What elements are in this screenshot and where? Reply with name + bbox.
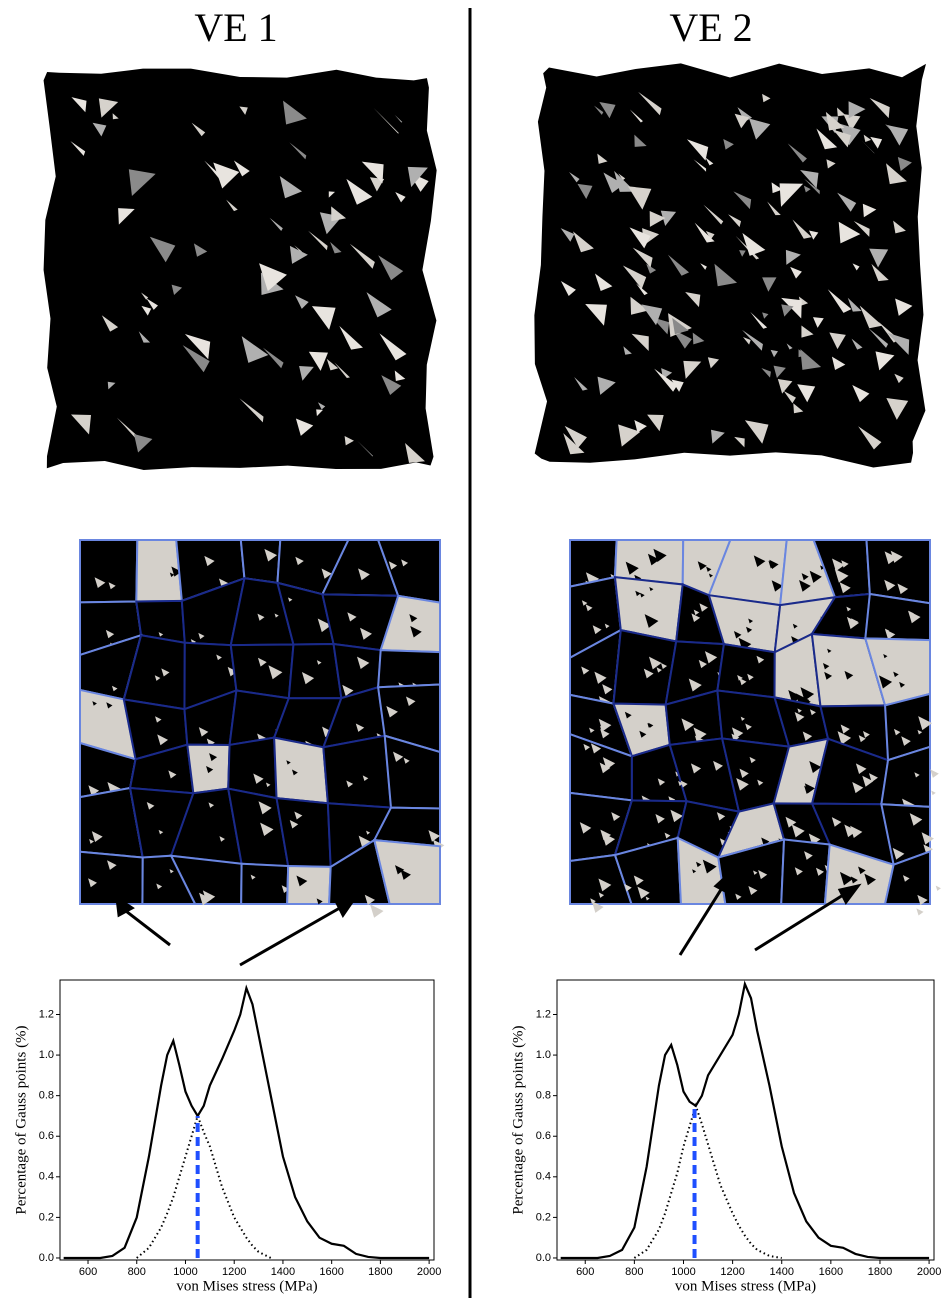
x-tick-label: 2000	[917, 1266, 941, 1278]
grain-render	[534, 63, 926, 467]
grain-cell	[867, 540, 930, 603]
x-tick-label: 1800	[868, 1266, 892, 1278]
grain-cell	[378, 650, 440, 687]
x-tick-label: 1600	[319, 1266, 343, 1278]
histogram-line	[561, 984, 929, 1258]
grain-cell	[717, 644, 774, 697]
facet	[916, 908, 923, 915]
y-tick-label: 0.0	[536, 1252, 551, 1264]
x-tick-label: 600	[576, 1266, 594, 1278]
y-axis-label: Percentage of Gauss points (%)	[510, 1025, 526, 1214]
y-tick-label: 0.6	[39, 1130, 54, 1142]
facet	[931, 791, 936, 796]
y-tick-label: 0.6	[536, 1130, 551, 1142]
y-tick-label: 0.8	[536, 1090, 551, 1102]
grain-cell	[241, 864, 288, 904]
y-tick-label: 1.2	[536, 1008, 551, 1020]
y-tick-label: 0.2	[536, 1211, 551, 1223]
facet	[936, 886, 941, 891]
y-tick-label: 0.0	[39, 1252, 54, 1264]
figure: VE 1 600 800 1000 1200 1400 1600 1800 2000 0.0 0.2…	[0, 0, 941, 1298]
facet	[370, 904, 383, 917]
y-tick-label: 1.0	[536, 1049, 551, 1061]
facet	[930, 769, 939, 778]
micrographs	[44, 63, 941, 917]
histogram-line	[634, 1106, 781, 1258]
grain-cell	[80, 540, 137, 602]
grain-cell	[289, 644, 342, 698]
panel-title: VE 1	[194, 5, 277, 50]
x-tick-label: 1400	[769, 1266, 793, 1278]
x-tick-label: 1600	[819, 1266, 843, 1278]
x-tick-label: 800	[625, 1266, 643, 1278]
x-tick-label: 800	[128, 1266, 146, 1278]
y-tick-label: 0.4	[39, 1171, 54, 1183]
histogram-line	[64, 988, 429, 1258]
x-tick-label: 1200	[222, 1266, 246, 1278]
plot-frame	[60, 980, 434, 1260]
grain-cell	[274, 738, 328, 804]
grain-cell	[287, 866, 331, 904]
y-axis-label: Percentage of Gauss points (%)	[13, 1025, 29, 1214]
y-tick-label: 0.4	[536, 1171, 551, 1183]
panel-title: VE 2	[669, 5, 752, 50]
grain-cell	[241, 540, 280, 583]
y-tick-label: 1.2	[39, 1008, 54, 1020]
x-axis-label: von Mises stress (MPa)	[176, 1278, 317, 1294]
x-tick-label: 1000	[671, 1266, 695, 1278]
x-tick-label: 1000	[173, 1266, 197, 1278]
x-tick-label: 1200	[720, 1266, 744, 1278]
y-tick-label: 1.0	[39, 1049, 54, 1061]
plot-frame	[557, 980, 934, 1260]
y-tick-label: 0.2	[39, 1211, 54, 1223]
grain-cell	[80, 852, 143, 904]
grain-cell	[323, 736, 391, 808]
x-tick-label: 1400	[271, 1266, 295, 1278]
x-tick-label: 2000	[417, 1266, 441, 1278]
x-tick-label: 600	[79, 1266, 97, 1278]
x-tick-label: 1800	[368, 1266, 392, 1278]
x-axis-label: von Mises stress (MPa)	[675, 1278, 816, 1294]
y-tick-label: 0.8	[39, 1090, 54, 1102]
histogram-line	[137, 1116, 271, 1258]
